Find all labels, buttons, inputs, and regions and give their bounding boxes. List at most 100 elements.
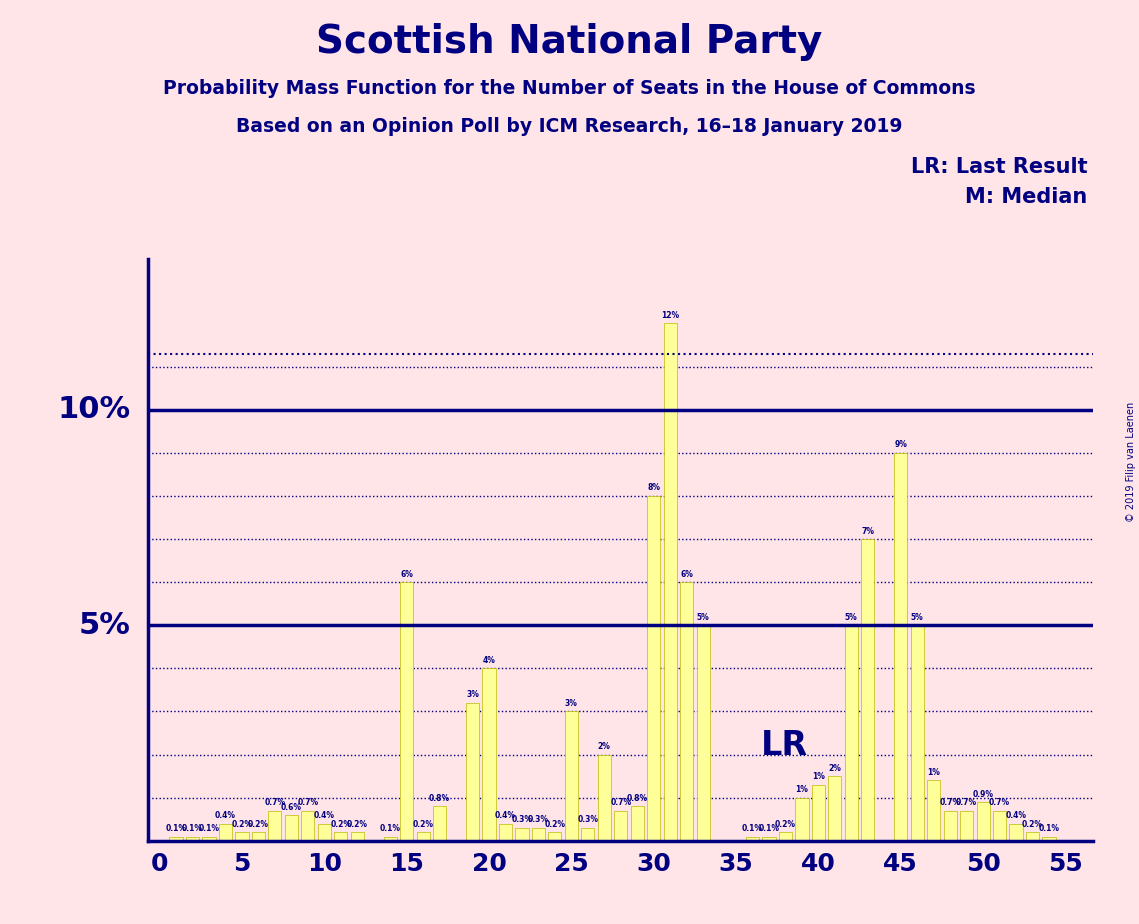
Bar — [680, 582, 694, 841]
Bar — [861, 539, 875, 841]
Bar — [828, 776, 842, 841]
Bar — [631, 807, 644, 841]
Text: 10%: 10% — [58, 395, 131, 424]
Bar — [598, 755, 611, 841]
Text: 0.1%: 0.1% — [182, 824, 203, 833]
Bar — [433, 807, 446, 841]
Text: 0.1%: 0.1% — [741, 824, 763, 833]
Text: 0.7%: 0.7% — [940, 798, 960, 808]
Bar — [532, 828, 544, 841]
Text: 0.2%: 0.2% — [775, 820, 796, 829]
Bar — [301, 810, 314, 841]
Text: 0.1%: 0.1% — [1039, 824, 1059, 833]
Text: 0.4%: 0.4% — [314, 811, 335, 821]
Text: 3%: 3% — [466, 690, 480, 699]
Text: 0.7%: 0.7% — [264, 798, 286, 808]
Text: 0.6%: 0.6% — [281, 803, 302, 811]
Text: 0.2%: 0.2% — [346, 820, 368, 829]
Bar — [845, 626, 858, 841]
Text: 0.3%: 0.3% — [577, 816, 598, 824]
Text: 1%: 1% — [927, 768, 940, 777]
Text: 3%: 3% — [565, 699, 577, 708]
Bar — [960, 810, 973, 841]
Text: M: Median: M: Median — [966, 187, 1088, 207]
Bar — [269, 810, 281, 841]
Bar — [170, 836, 182, 841]
Bar — [779, 833, 792, 841]
Bar — [894, 453, 908, 841]
Bar — [812, 784, 825, 841]
Bar — [976, 802, 990, 841]
Text: Scottish National Party: Scottish National Party — [317, 23, 822, 61]
Text: 0.1%: 0.1% — [165, 824, 187, 833]
Text: 7%: 7% — [861, 527, 875, 536]
Text: 5%: 5% — [697, 613, 710, 622]
Text: 6%: 6% — [400, 570, 413, 578]
Text: LR: Last Result: LR: Last Result — [911, 157, 1088, 177]
Bar — [252, 833, 265, 841]
Bar — [993, 810, 1006, 841]
Bar — [417, 833, 429, 841]
Text: 0.8%: 0.8% — [429, 794, 450, 803]
Bar — [400, 582, 413, 841]
Bar — [910, 626, 924, 841]
Text: 0.2%: 0.2% — [1022, 820, 1043, 829]
Bar — [236, 833, 248, 841]
Text: Based on an Opinion Poll by ICM Research, 16–18 January 2019: Based on an Opinion Poll by ICM Research… — [236, 117, 903, 137]
Text: 9%: 9% — [894, 441, 907, 449]
Text: 0.2%: 0.2% — [544, 820, 565, 829]
Text: 0.9%: 0.9% — [973, 790, 993, 798]
Text: 0.7%: 0.7% — [956, 798, 977, 808]
Text: 5%: 5% — [911, 613, 924, 622]
Text: 0.2%: 0.2% — [330, 820, 351, 829]
Text: 0.2%: 0.2% — [231, 820, 253, 829]
Text: 0.8%: 0.8% — [626, 794, 648, 803]
Bar — [565, 711, 577, 841]
Bar — [1009, 823, 1023, 841]
Bar — [1042, 836, 1056, 841]
Text: 8%: 8% — [647, 483, 661, 492]
Text: 0.7%: 0.7% — [989, 798, 1010, 808]
Text: 0.4%: 0.4% — [215, 811, 236, 821]
Text: 0.3%: 0.3% — [527, 816, 549, 824]
Bar — [466, 703, 480, 841]
Text: 0.7%: 0.7% — [611, 798, 631, 808]
Text: 0.2%: 0.2% — [248, 820, 269, 829]
Text: 0.4%: 0.4% — [495, 811, 516, 821]
Text: 0.2%: 0.2% — [412, 820, 434, 829]
Text: 1%: 1% — [812, 772, 825, 782]
Bar — [927, 781, 941, 841]
Text: 2%: 2% — [828, 764, 842, 772]
Text: 6%: 6% — [680, 570, 693, 578]
Bar — [762, 836, 776, 841]
Bar — [614, 810, 628, 841]
Bar — [334, 833, 347, 841]
Text: Probability Mass Function for the Number of Seats in the House of Commons: Probability Mass Function for the Number… — [163, 79, 976, 98]
Bar — [943, 810, 957, 841]
Bar — [746, 836, 759, 841]
Bar — [318, 823, 331, 841]
Text: 0.7%: 0.7% — [297, 798, 319, 808]
Bar — [219, 823, 232, 841]
Bar — [697, 626, 710, 841]
Bar — [515, 828, 528, 841]
Bar — [795, 797, 809, 841]
Bar — [548, 833, 562, 841]
Text: 0.1%: 0.1% — [759, 824, 779, 833]
Text: 2%: 2% — [598, 742, 611, 751]
Bar — [285, 815, 298, 841]
Text: 5%: 5% — [79, 611, 131, 639]
Bar — [384, 836, 396, 841]
Text: © 2019 Filip van Laenen: © 2019 Filip van Laenen — [1125, 402, 1136, 522]
Bar — [647, 496, 661, 841]
Bar — [499, 823, 513, 841]
Text: 0.1%: 0.1% — [379, 824, 401, 833]
Text: 0.3%: 0.3% — [511, 816, 532, 824]
Bar — [351, 833, 363, 841]
Bar — [1026, 833, 1039, 841]
Bar — [203, 836, 215, 841]
Text: 1%: 1% — [795, 785, 809, 795]
Text: 4%: 4% — [483, 656, 495, 665]
Bar — [186, 836, 199, 841]
Text: 5%: 5% — [845, 613, 858, 622]
